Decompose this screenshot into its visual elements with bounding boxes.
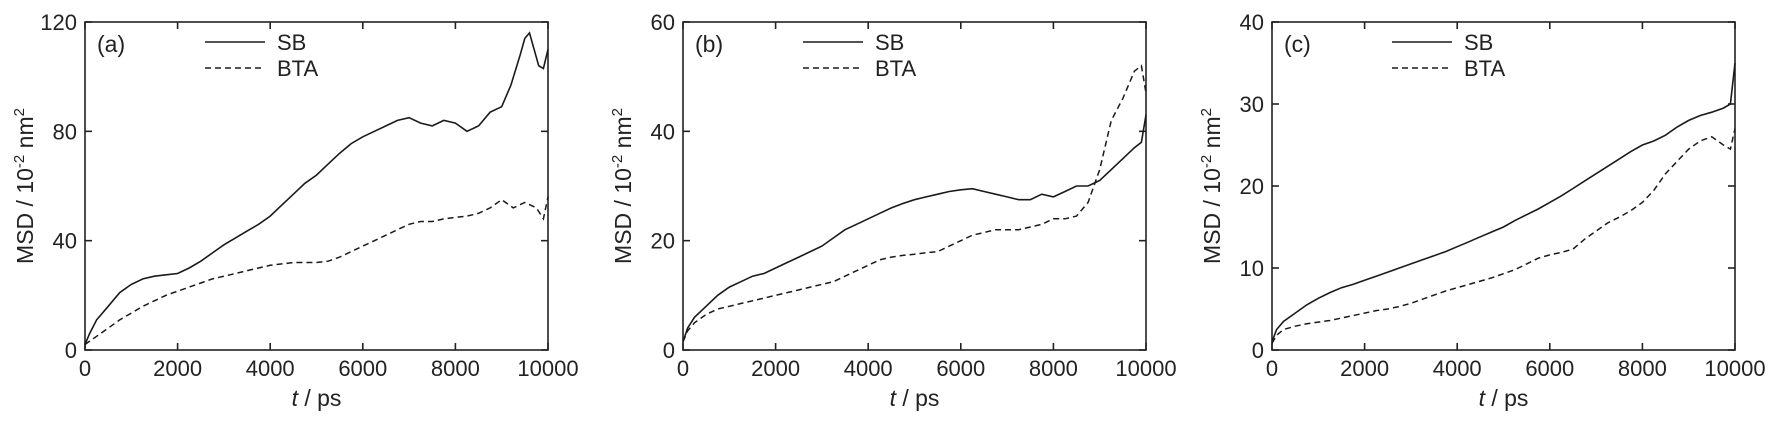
series-line-sb [84, 31, 549, 345]
plot-frame [84, 21, 549, 351]
plot-frame [682, 21, 1147, 351]
panel-label: (b) [695, 31, 723, 57]
y-tick-label: 40 [1240, 10, 1264, 35]
y-axis-label: MSD / 10-2 nm2 [11, 108, 38, 264]
legend-label-bta: BTA [277, 56, 318, 81]
x-axis-label: t / ps [1479, 385, 1529, 411]
y-tick-label: 10 [1240, 256, 1264, 281]
legend-label-sb: SB [875, 30, 904, 55]
series-line-sb [1271, 62, 1736, 343]
y-tick-label: 40 [651, 119, 675, 144]
x-tick-label: 0 [677, 356, 689, 381]
x-axis-label: t / ps [292, 385, 342, 411]
x-tick-label: 2000 [153, 356, 202, 381]
x-tick-label: 4000 [246, 356, 295, 381]
y-axis-label: MSD / 10-2 nm2 [1198, 108, 1225, 264]
x-tick-label: 0 [79, 356, 91, 381]
y-tick-label: 120 [40, 10, 77, 35]
x-tick-label: 2000 [1340, 356, 1389, 381]
x-tick-label: 8000 [1029, 356, 1078, 381]
x-tick-label: 6000 [936, 356, 985, 381]
x-tick-label: 10000 [1704, 356, 1765, 381]
x-tick-label: 4000 [1433, 356, 1482, 381]
series-line-sb [682, 114, 1147, 343]
series-line-bta [84, 196, 549, 346]
x-tick-label: 4000 [844, 356, 893, 381]
x-axis-label: t / ps [890, 385, 940, 411]
y-tick-label: 20 [1240, 174, 1264, 199]
legend-label-sb: SB [1464, 30, 1493, 55]
y-tick-label: 80 [53, 119, 77, 144]
panel-label: (c) [1284, 31, 1311, 57]
legend-label-sb: SB [277, 30, 306, 55]
y-axis-label: MSD / 10-2 nm2 [609, 108, 636, 264]
y-tick-label: 0 [663, 338, 675, 363]
x-tick-label: 2000 [751, 356, 800, 381]
y-tick-label: 60 [651, 10, 675, 35]
y-tick-label: 20 [651, 229, 675, 254]
legend-label-bta: BTA [875, 56, 916, 81]
legend-label-bta: BTA [1464, 56, 1505, 81]
x-tick-label: 8000 [1618, 356, 1667, 381]
series-line-bta [682, 64, 1147, 343]
y-tick-label: 0 [1252, 338, 1264, 363]
y-tick-label: 40 [53, 229, 77, 254]
x-tick-label: 0 [1266, 356, 1278, 381]
x-tick-label: 10000 [517, 356, 578, 381]
y-tick-label: 30 [1240, 92, 1264, 117]
y-tick-label: 0 [65, 338, 77, 363]
x-tick-label: 6000 [1525, 356, 1574, 381]
x-tick-label: 6000 [338, 356, 387, 381]
series-line-bta [1271, 128, 1736, 344]
x-tick-label: 10000 [1115, 356, 1176, 381]
panel-label: (a) [97, 31, 125, 57]
x-tick-label: 8000 [431, 356, 480, 381]
